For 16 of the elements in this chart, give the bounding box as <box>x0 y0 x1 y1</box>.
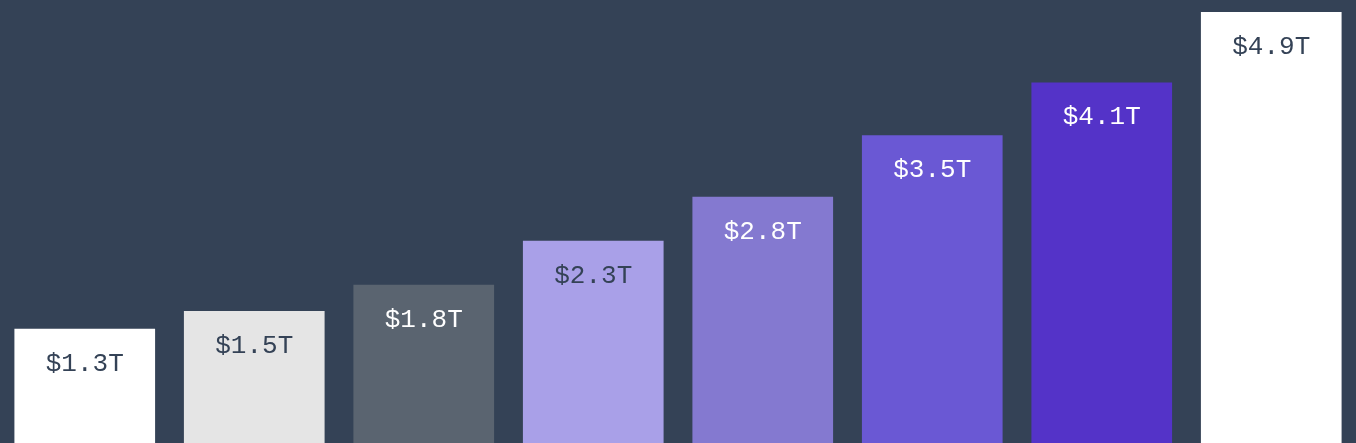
bar <box>14 328 156 443</box>
data-label: $3.5T <box>893 155 972 186</box>
bar <box>183 311 325 443</box>
data-label: $2.3T <box>554 260 633 291</box>
data-label: $4.1T <box>1062 102 1141 133</box>
bar <box>353 284 495 443</box>
data-label: $4.9T <box>1232 31 1311 62</box>
data-label: $2.8T <box>723 216 802 247</box>
data-label: $1.8T <box>384 304 463 335</box>
data-label: $1.3T <box>45 348 124 379</box>
bar <box>1200 12 1342 443</box>
bar <box>861 135 1003 443</box>
bar <box>522 240 664 443</box>
bar <box>1031 82 1173 443</box>
bar <box>692 196 834 443</box>
data-label: $1.5T <box>215 330 294 361</box>
